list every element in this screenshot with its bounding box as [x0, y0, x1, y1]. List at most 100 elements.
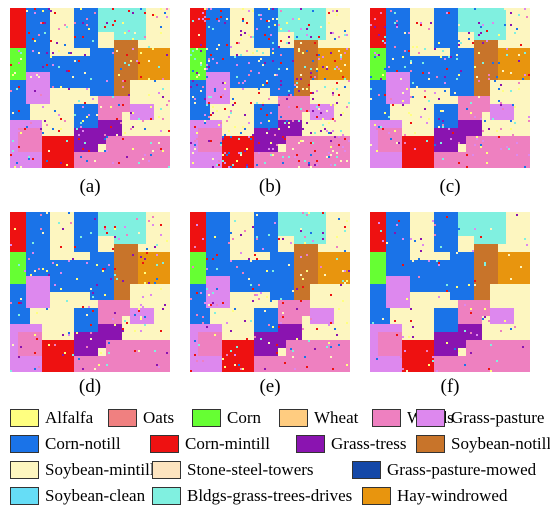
- pixel-speckle: [66, 70, 68, 72]
- pixel-speckle: [202, 360, 204, 362]
- pixel-speckle: [258, 298, 260, 300]
- pixel-speckle: [42, 268, 44, 270]
- pixel-speckle: [308, 164, 310, 166]
- pixel-speckle: [144, 300, 146, 302]
- class-region: [206, 8, 230, 40]
- pixel-speckle: [464, 364, 466, 366]
- pixel-speckle: [106, 136, 108, 138]
- pixel-speckle: [58, 50, 60, 52]
- pixel-speckle: [454, 92, 456, 94]
- pixel-speckle: [244, 262, 246, 264]
- pixel-speckle: [300, 28, 302, 30]
- pixel-speckle: [34, 368, 36, 370]
- pixel-speckle: [212, 166, 214, 168]
- pixel-speckle: [72, 354, 74, 356]
- pixel-speckle: [122, 104, 124, 106]
- pixel-speckle: [208, 294, 210, 296]
- pixel-speckle: [268, 342, 270, 344]
- pixel-speckle: [480, 144, 482, 146]
- pixel-speckle: [334, 40, 336, 42]
- pixel-speckle: [326, 110, 328, 112]
- pixel-speckle: [110, 126, 112, 128]
- pixel-speckle: [344, 250, 346, 252]
- pixel-speckle: [446, 216, 448, 218]
- pixel-speckle: [156, 364, 158, 366]
- pixel-speckle: [302, 140, 304, 142]
- pixel-speckle: [158, 366, 160, 368]
- pixel-speckle: [84, 102, 86, 104]
- pixel-speckle: [32, 38, 34, 40]
- pixel-speckle: [256, 102, 258, 104]
- pixel-speckle: [34, 8, 36, 10]
- pixel-speckle: [288, 264, 290, 266]
- pixel-speckle: [244, 100, 246, 102]
- pixel-speckle: [156, 16, 158, 18]
- pixel-speckle: [454, 348, 456, 350]
- pixel-speckle: [332, 92, 334, 94]
- pixel-speckle: [378, 54, 380, 56]
- pixel-speckle: [80, 156, 82, 158]
- pixel-speckle: [242, 368, 244, 370]
- pixel-speckle: [192, 80, 194, 82]
- pixel-speckle: [160, 234, 162, 236]
- pixel-speckle: [376, 150, 378, 152]
- pixel-speckle: [112, 318, 114, 320]
- pixel-speckle: [300, 140, 302, 142]
- pixel-speckle: [280, 28, 282, 30]
- pixel-speckle: [482, 24, 484, 26]
- pixel-speckle: [412, 336, 414, 338]
- pixel-speckle: [438, 126, 440, 128]
- pixel-speckle: [272, 60, 274, 62]
- pixel-speckle: [482, 62, 484, 64]
- pixel-speckle: [150, 154, 152, 156]
- pixel-speckle: [320, 266, 322, 268]
- pixel-speckle: [198, 44, 200, 46]
- pixel-speckle: [30, 122, 32, 124]
- pixel-speckle: [424, 118, 426, 120]
- pixel-speckle: [206, 326, 208, 328]
- pixel-speckle: [240, 30, 242, 32]
- pixel-speckle: [318, 36, 320, 38]
- pixel-speckle: [516, 34, 518, 36]
- pixel-speckle: [432, 220, 434, 222]
- pixel-speckle: [260, 108, 262, 110]
- pixel-speckle: [30, 76, 32, 78]
- pixel-speckle: [522, 78, 524, 80]
- pixel-speckle: [298, 120, 300, 122]
- pixel-speckle: [302, 88, 304, 90]
- pixel-speckle: [308, 84, 310, 86]
- pixel-speckle: [322, 124, 324, 126]
- pixel-speckle: [394, 232, 396, 234]
- pixel-speckle: [160, 108, 162, 110]
- pixel-speckle: [102, 238, 104, 240]
- pixel-speckle: [296, 106, 298, 108]
- pixel-speckle: [334, 10, 336, 12]
- pixel-speckle: [122, 80, 124, 82]
- pixel-speckle: [256, 50, 258, 52]
- pixel-speckle: [324, 274, 326, 276]
- pixel-speckle: [114, 26, 116, 28]
- pixel-speckle: [266, 82, 268, 84]
- pixel-speckle: [62, 354, 64, 356]
- pixel-speckle: [390, 10, 392, 12]
- pixel-speckle: [240, 78, 242, 80]
- pixel-speckle: [384, 42, 386, 44]
- pixel-speckle: [396, 142, 398, 144]
- pixel-speckle: [232, 310, 234, 312]
- pixel-speckle: [208, 96, 210, 98]
- pixel-speckle: [18, 130, 20, 132]
- pixel-speckle: [300, 74, 302, 76]
- class-region: [254, 332, 278, 356]
- pixel-speckle: [150, 106, 152, 108]
- pixel-speckle: [56, 42, 58, 44]
- pixel-speckle: [504, 24, 506, 26]
- pixel-speckle: [40, 94, 42, 96]
- pixel-speckle: [270, 120, 272, 122]
- classification-map-f: [370, 212, 530, 372]
- class-region: [402, 340, 434, 372]
- pixel-speckle: [274, 222, 276, 224]
- pixel-speckle: [278, 68, 280, 70]
- pixel-speckle: [226, 120, 228, 122]
- pixel-speckle: [106, 150, 108, 152]
- pixel-speckle: [96, 114, 98, 116]
